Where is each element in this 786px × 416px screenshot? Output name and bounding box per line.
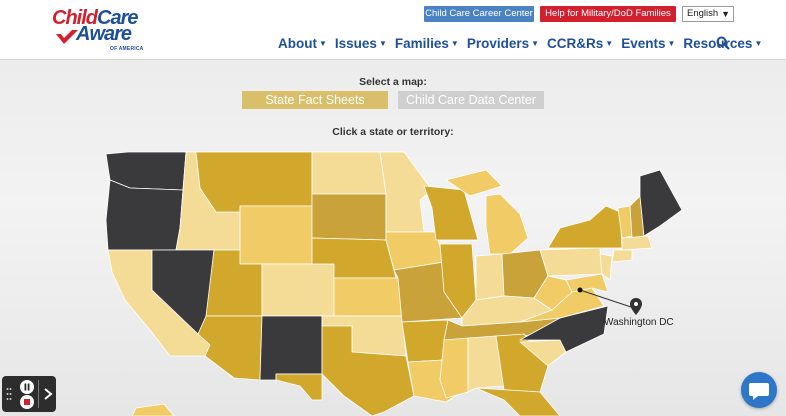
state-new-jersey[interactable] [599,253,613,281]
search-icon[interactable] [716,36,730,50]
logo-check-icon [56,30,78,44]
nav-families[interactable]: Families ▼ [394,36,459,51]
state-oregon[interactable] [105,179,184,251]
nav-about[interactable]: About ▼ [278,36,327,51]
tab-state-fact-sheets[interactable]: State Fact Sheets [242,91,388,109]
site-logo[interactable]: ChildCare Aware OF AMERICA [52,8,144,54]
state-mississippi[interactable] [439,337,469,399]
state-new-york[interactable] [547,205,623,249]
chevron-down-icon: ▼ [531,39,540,48]
military-families-button[interactable]: Help for Military/DoD Families [540,6,676,22]
state-pennsylvania[interactable] [539,247,603,277]
chevron-down-icon: ▼ [721,9,730,19]
career-center-button[interactable]: Child Care Career Center [424,6,534,22]
divider [38,380,39,408]
pause-icon [24,383,30,391]
logo-text-top: ChildCare [52,7,138,29]
state-arkansas[interactable] [401,319,449,363]
washington-dc-label[interactable]: Washington DC [604,317,674,328]
state-michigan[interactable] [485,193,529,255]
chat-icon [749,383,769,400]
logo-text-bottom: Aware [76,23,132,45]
state-minnesota[interactable] [379,151,433,233]
site-header: ChildCare Aware OF AMERICA Child Care Ca… [0,0,786,60]
nav-ccrrs[interactable]: CCR&Rs ▼ [547,36,614,51]
nav-providers[interactable]: Providers ▼ [466,36,540,51]
state-alaska[interactable] [131,403,175,416]
recording-controls [2,376,56,412]
state-maryland[interactable] [565,273,609,293]
state-wisconsin[interactable] [423,185,479,241]
us-states-map [105,151,683,416]
pause-button[interactable] [20,380,34,394]
chevron-right-icon[interactable] [42,386,54,402]
state-south-dakota[interactable] [311,193,387,241]
state-montana[interactable] [195,151,313,213]
stop-button[interactable] [20,395,34,409]
chevron-down-icon: ▼ [605,39,614,48]
main-nav: About ▼ Issues ▼ Families ▼ Providers ▼ CCR&… [278,36,770,54]
state-kansas[interactable] [333,277,403,317]
chevron-down-icon: ▼ [754,39,763,48]
state-georgia[interactable] [495,333,549,393]
chat-button[interactable] [741,372,777,408]
state-florida[interactable] [475,387,561,416]
language-value: English [687,8,719,19]
map-pin-icon [630,298,642,315]
state-alabama[interactable] [467,335,505,393]
language-select[interactable]: English ▼ [682,6,734,22]
stop-icon [24,399,30,405]
click-state-label: Click a state or territory: [332,126,454,138]
state-indiana[interactable] [475,253,505,301]
drag-handle-icon[interactable] [6,387,12,401]
chevron-down-icon: ▼ [667,39,676,48]
tab-child-care-data-center[interactable]: Child Care Data Center [398,91,544,109]
state-massachusetts[interactable] [621,235,653,251]
state-new-mexico[interactable] [259,315,323,381]
logo-subtitle: OF AMERICA [110,46,144,52]
state-maine[interactable] [639,169,683,237]
state-colorado[interactable] [261,263,335,317]
state-michigan-upper[interactable] [445,169,503,197]
state-connecticut[interactable] [611,249,633,263]
state-north-dakota[interactable] [311,151,387,195]
chevron-down-icon: ▼ [318,39,327,48]
chevron-down-icon: ▼ [378,39,387,48]
state-wyoming[interactable] [239,205,313,265]
nav-issues[interactable]: Issues ▼ [334,36,387,51]
chevron-down-icon: ▼ [450,39,459,48]
state-texas[interactable] [275,325,415,416]
select-map-label: Select a map: [359,76,427,88]
nav-events[interactable]: Events ▼ [621,36,676,51]
